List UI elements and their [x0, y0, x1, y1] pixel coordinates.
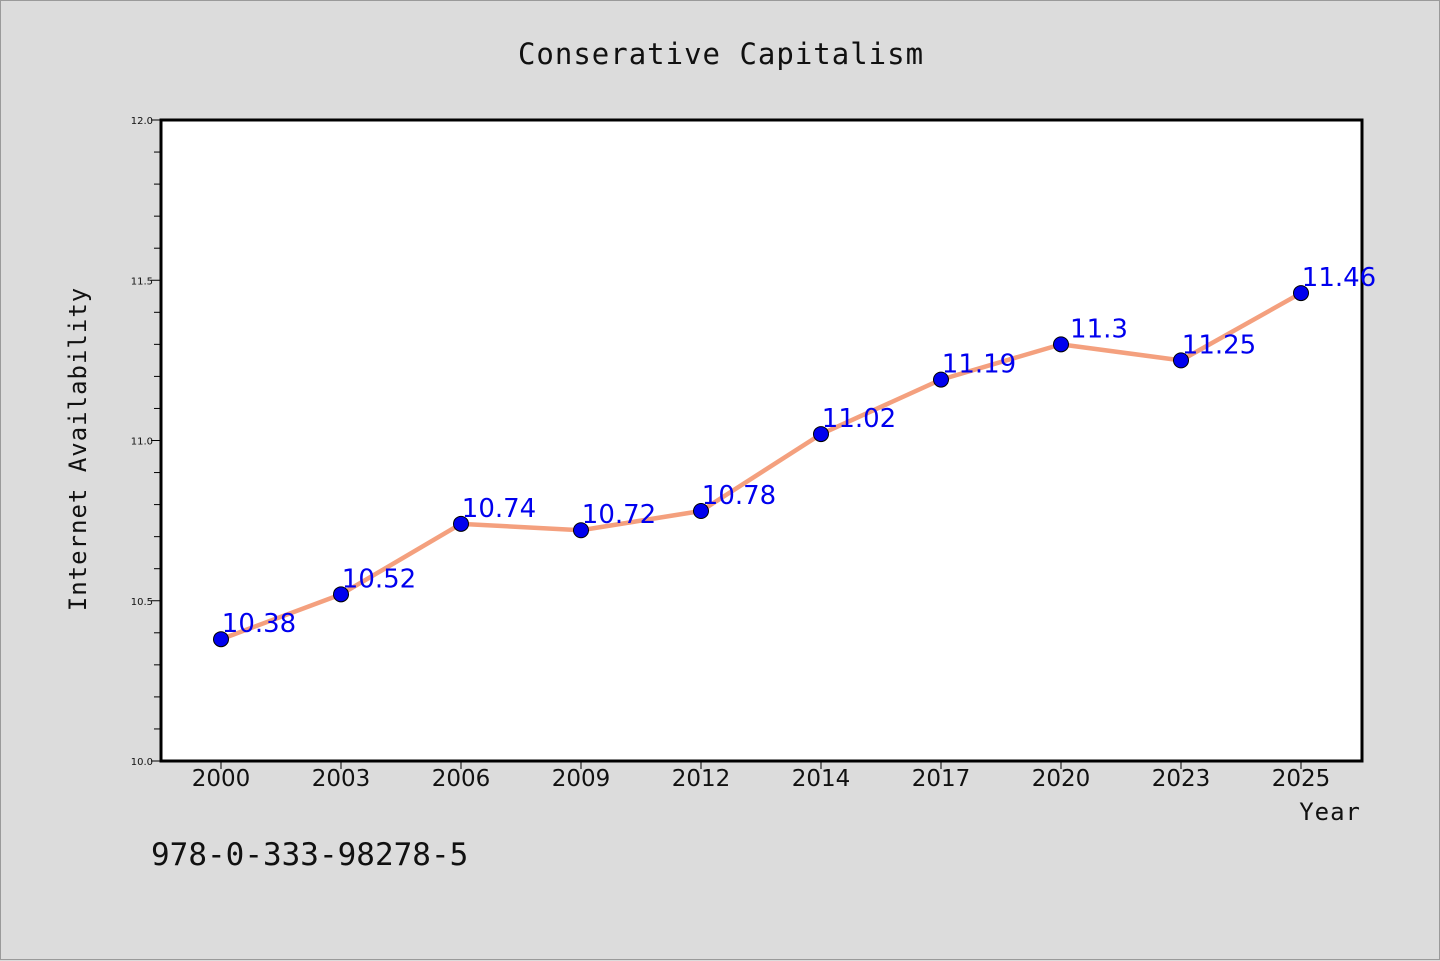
y-tick-label: 10.5	[131, 597, 153, 608]
data-point-marker	[1293, 285, 1309, 302]
data-point-marker	[1053, 336, 1069, 353]
data-point-marker	[573, 522, 589, 539]
data-point-marker	[693, 503, 709, 520]
data-value-label: 11.25	[1182, 330, 1256, 360]
data-value-label: 10.38	[222, 609, 296, 639]
data-value-label: 11.46	[1302, 263, 1376, 293]
x-tick-label: 2009	[552, 766, 611, 792]
data-point-marker	[453, 515, 469, 532]
x-tick-label: 2020	[1032, 766, 1091, 792]
x-tick-label: 2003	[312, 766, 371, 792]
y-tick-label: 12.0	[131, 116, 153, 127]
x-tick-label: 2006	[432, 766, 491, 792]
data-value-label: 10.78	[702, 481, 776, 511]
data-point-marker	[213, 631, 229, 648]
data-point-marker	[813, 426, 829, 443]
x-tick-label: 2012	[672, 766, 731, 792]
data-value-label: 10.72	[582, 500, 656, 530]
x-tick-label: 2000	[192, 766, 251, 792]
data-value-label: 11.3	[1070, 314, 1128, 344]
data-value-label: 11.19	[942, 350, 1016, 380]
x-tick-label: 2023	[1152, 766, 1211, 792]
data-point-marker	[1173, 352, 1189, 369]
y-tick-label: 11.5	[131, 276, 153, 287]
y-tick-label: 11.0	[131, 437, 153, 448]
y-tick-label: 10.0	[131, 757, 153, 768]
x-tick-label: 2017	[912, 766, 971, 792]
data-point-marker	[333, 586, 349, 603]
x-axis-label: Year	[1299, 798, 1361, 826]
data-value-label: 10.52	[342, 564, 416, 594]
data-value-label: 10.74	[462, 494, 536, 524]
data-point-marker	[933, 371, 949, 388]
y-axis-label: Internet Availability	[64, 287, 92, 611]
footer-code: 978-0-333-98278-5	[151, 837, 468, 873]
y-axis: 10.0 10.5 11.0 11.5 12.0	[131, 116, 161, 768]
chart-title: Conserative Capitalism	[518, 37, 924, 71]
data-value-label: 11.02	[822, 404, 896, 434]
x-axis: 2000 2003 2006 2009 2012 2014 2017 2020 2023 2025	[192, 761, 1331, 792]
series-line	[218, 290, 1304, 642]
x-tick-label: 2014	[792, 766, 851, 792]
series-group: 10.38 10.52 10.74 10.72 10.78 11.02 11.19 11.3 1…	[213, 263, 1376, 648]
x-tick-label: 2025	[1272, 766, 1331, 792]
plot-area	[159, 118, 1364, 763]
